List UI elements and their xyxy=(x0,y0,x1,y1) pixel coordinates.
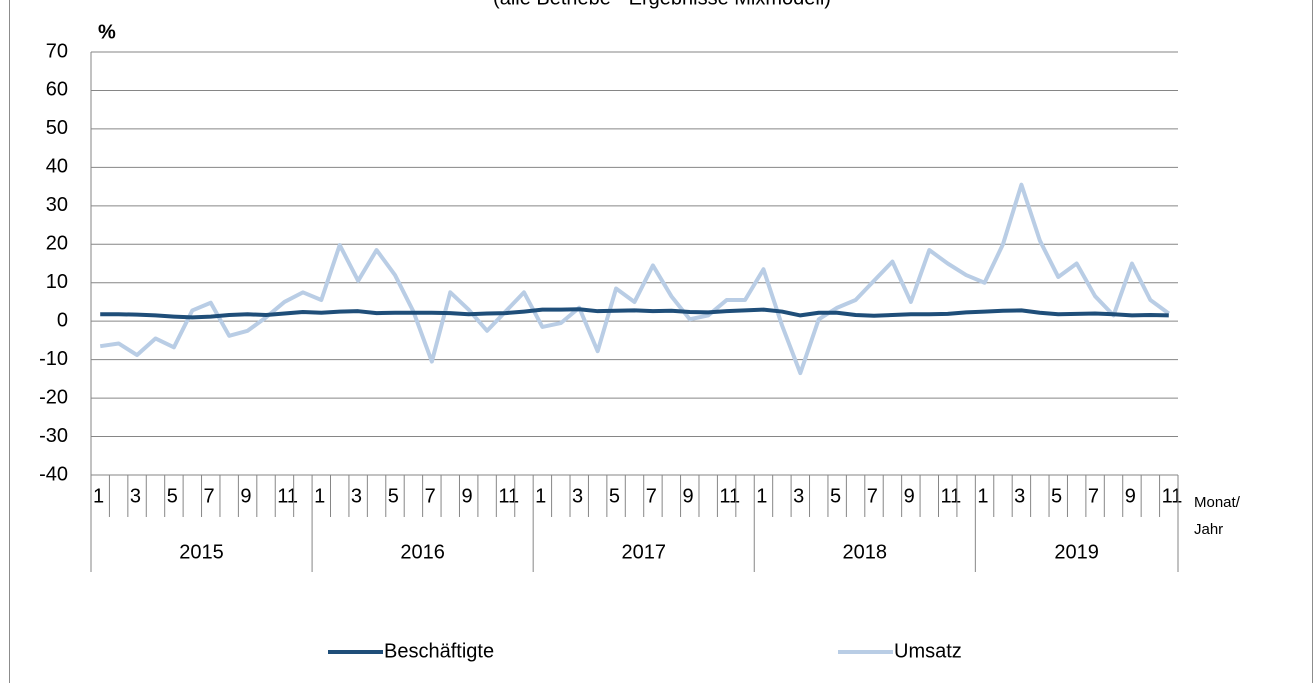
y-tick-label: 60 xyxy=(46,79,68,101)
data-line xyxy=(99,182,1170,376)
data-line xyxy=(100,307,1169,320)
y-unit: % xyxy=(98,21,116,43)
y-tick-label: 50 xyxy=(46,117,68,139)
year-label: 2016 xyxy=(400,541,445,563)
y-tick-label: 30 xyxy=(46,194,68,216)
y-tick-label: 70 xyxy=(46,40,68,62)
x-tick-label: 9 xyxy=(1125,485,1136,507)
x-tick-label: 7 xyxy=(867,485,878,507)
x-tick-label: 1 xyxy=(756,485,767,507)
x-tick-label: 3 xyxy=(351,485,362,507)
y-tick-label: -40 xyxy=(39,463,68,485)
x-tick-label: 1 xyxy=(535,485,546,507)
x-axis-label: Jahr xyxy=(1194,521,1223,538)
year-label: 2019 xyxy=(1054,541,1099,563)
x-tick-label: 7 xyxy=(1088,485,1099,507)
y-tick-label: -30 xyxy=(39,425,68,447)
y-tick-label: 20 xyxy=(46,233,68,255)
x-tick-label: 9 xyxy=(240,485,251,507)
y-tick-label: -10 xyxy=(39,348,68,370)
x-tick-label: 3 xyxy=(793,485,804,507)
x-tick-label: 11 xyxy=(940,485,961,507)
year-label: 2015 xyxy=(179,541,224,563)
x-tick-label: 5 xyxy=(830,485,841,507)
legend-label: Beschäftigte xyxy=(384,640,494,662)
y-tick-label: 10 xyxy=(46,271,68,293)
y-tick-label: -20 xyxy=(39,386,68,408)
x-tick-label: 11 xyxy=(719,485,740,507)
x-tick-label: 9 xyxy=(904,485,915,507)
x-tick-label: 7 xyxy=(204,485,215,507)
x-tick-label: 3 xyxy=(572,485,583,507)
chart-subtitle: (alle Betriebe - Ergebnisse Mixmodell) xyxy=(493,0,831,9)
x-tick-label: 5 xyxy=(1051,485,1062,507)
x-tick-label: 5 xyxy=(167,485,178,507)
x-tick-label: 11 xyxy=(277,485,298,507)
chart-frame xyxy=(9,0,1313,683)
x-tick-label: 7 xyxy=(646,485,657,507)
y-tick-label: 40 xyxy=(46,156,68,178)
x-tick-label: 3 xyxy=(1014,485,1025,507)
year-label: 2017 xyxy=(621,541,666,563)
x-tick-label: 1 xyxy=(977,485,988,507)
x-tick-label: 11 xyxy=(498,485,519,507)
x-tick-label: 7 xyxy=(425,485,436,507)
legend-label: Umsatz xyxy=(894,640,962,662)
x-tick-label: 11 xyxy=(1162,485,1183,507)
x-tick-label: 5 xyxy=(388,485,399,507)
x-tick-label: 5 xyxy=(609,485,620,507)
x-tick-label: 1 xyxy=(314,485,325,507)
x-tick-label: 3 xyxy=(130,485,141,507)
x-tick-label: 1 xyxy=(93,485,104,507)
x-axis-label: Monat/ xyxy=(1194,494,1241,511)
x-tick-label: 9 xyxy=(683,485,694,507)
y-tick-label: 0 xyxy=(57,309,68,331)
year-label: 2018 xyxy=(843,541,888,563)
x-tick-label: 9 xyxy=(461,485,472,507)
